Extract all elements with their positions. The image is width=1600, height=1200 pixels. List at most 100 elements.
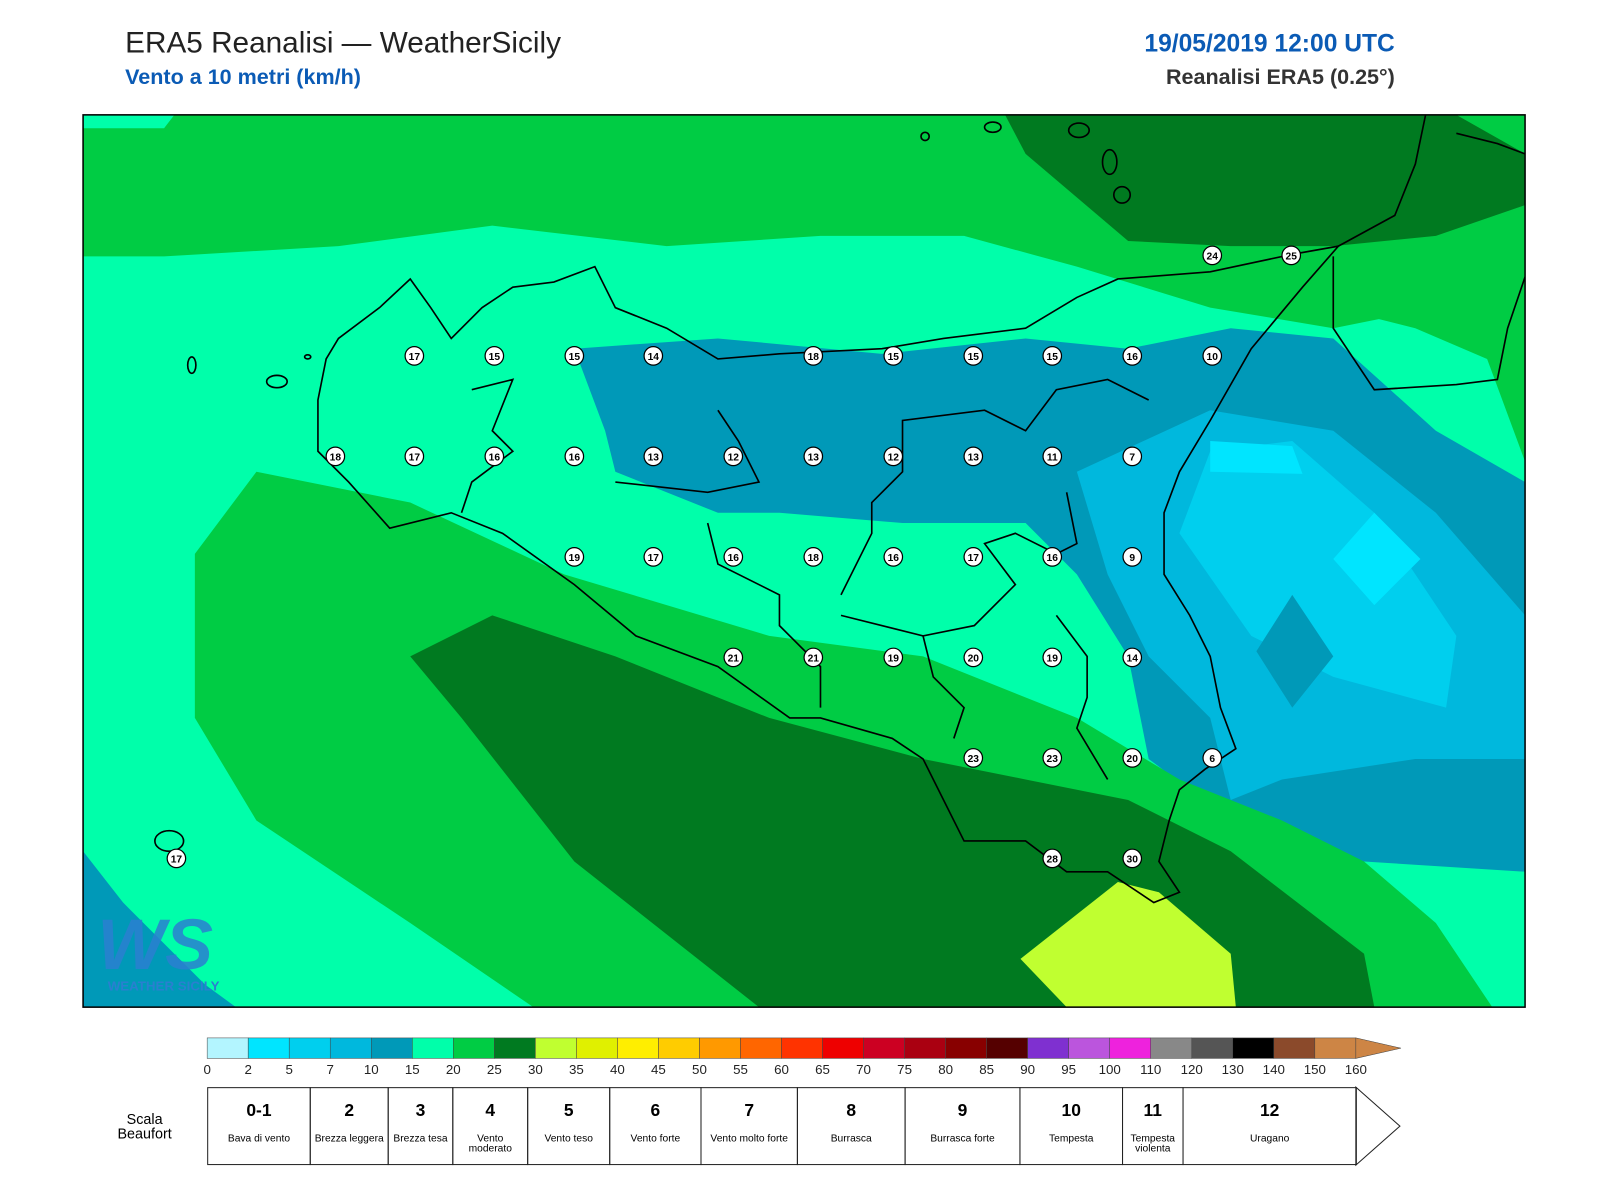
station-marker <box>1122 346 1143 366</box>
colorbar-tick-label: 55 <box>733 1062 748 1077</box>
color-swatch <box>699 1037 741 1059</box>
colorbar-tick-label: 160 <box>1345 1062 1367 1077</box>
colorbar-tick-label: 60 <box>774 1062 789 1077</box>
station-marker <box>564 346 585 366</box>
station-value: 25 <box>1286 251 1298 262</box>
station-marker <box>564 547 585 567</box>
beaufort-cell: 11 Tempesta violenta <box>1122 1087 1184 1166</box>
color-swatch <box>453 1037 495 1059</box>
beaufort-label: Vento forte <box>630 1133 681 1145</box>
station-value: 10 <box>1207 352 1219 363</box>
beaufort-force: 12 <box>1259 1100 1280 1120</box>
beaufort-cell: 2 Brezza leggera <box>309 1087 389 1166</box>
station-value: 15 <box>569 352 581 363</box>
color-swatch <box>781 1037 823 1059</box>
station-value: 18 <box>808 553 820 564</box>
station-value: 17 <box>171 855 183 866</box>
logo: WS WEATHER SICILY <box>97 905 219 994</box>
beaufort-force: 8 <box>846 1100 857 1120</box>
colorbar-tick-label: 65 <box>815 1062 830 1077</box>
beaufort-label: Uragano <box>1250 1133 1290 1145</box>
beaufort-label: Brezza leggera <box>314 1133 384 1145</box>
wind-zone <box>1210 441 1303 474</box>
colorbar-tick-label: 25 <box>487 1062 502 1077</box>
station-value: 9 <box>1129 553 1135 564</box>
station-value: 15 <box>489 352 501 363</box>
station-marker <box>1042 346 1063 366</box>
station-value: 19 <box>888 654 900 665</box>
station-marker <box>883 446 904 467</box>
station-marker <box>643 547 664 567</box>
station-marker <box>1202 245 1223 266</box>
beaufort-force: 7 <box>744 1100 755 1120</box>
station-value: 15 <box>888 352 900 363</box>
station-value: 12 <box>888 452 900 463</box>
wind-zone <box>1333 246 1526 462</box>
station-marker <box>1042 547 1063 567</box>
station-marker <box>404 346 425 366</box>
station-marker <box>963 647 984 668</box>
colorbar-tick-label: 35 <box>569 1062 584 1077</box>
station-value: 19 <box>1047 654 1059 665</box>
colorbar-tick-label: 7 <box>327 1062 334 1077</box>
station-marker <box>1281 245 1302 266</box>
colorbar-tick-label: 20 <box>446 1062 461 1077</box>
station-marker <box>1202 346 1223 366</box>
station-marker <box>1042 848 1063 869</box>
colorbar-tick-label: 110 <box>1140 1062 1161 1077</box>
colorbar-tick-label: 5 <box>286 1062 293 1077</box>
station-marker <box>723 547 744 567</box>
station-marker <box>963 346 984 366</box>
color-swatch <box>535 1037 577 1059</box>
beaufort-cell: 3 Brezza tesa <box>387 1087 454 1166</box>
station-value: 23 <box>1047 754 1059 765</box>
beaufort-cell: 9 Burrasca forte <box>904 1087 1021 1166</box>
color-swatch <box>576 1037 618 1059</box>
beaufort-label: Burrasca forte <box>930 1133 995 1145</box>
colorbar-tick-label: 30 <box>528 1062 543 1077</box>
station-marker <box>723 446 744 467</box>
beaufort-label: Burrasca <box>830 1133 872 1145</box>
wind-zone <box>1020 882 1236 1008</box>
logo-mark: WS <box>97 905 213 985</box>
station-value: 20 <box>968 654 980 665</box>
colorbar-tick-label: 100 <box>1099 1062 1121 1077</box>
colorbar-tick-label: 2 <box>244 1062 251 1077</box>
colorbar-tick-label: 130 <box>1222 1062 1244 1077</box>
station-value: 21 <box>808 654 820 665</box>
beaufort-label: Vento molto forte <box>710 1133 788 1145</box>
colorbar-tick-label: 140 <box>1263 1062 1285 1077</box>
subtitle: Vento a 10 metri (km/h) <box>125 65 361 90</box>
beaufort-label: Tempesta violenta <box>1130 1133 1176 1155</box>
station-marker <box>1122 748 1143 768</box>
station-value: 20 <box>1127 754 1139 765</box>
map-frame <box>82 114 1526 1008</box>
logo-text: WEATHER SICILY <box>108 979 220 994</box>
wind-zone <box>1364 861 1526 1008</box>
station-value: 17 <box>409 452 421 463</box>
station-value: 21 <box>728 654 740 665</box>
beaufort-label: Vento moderato <box>468 1133 512 1155</box>
beaufort-label: Tempesta <box>1048 1133 1094 1145</box>
color-swatch <box>1027 1037 1069 1059</box>
color-swatch <box>617 1037 659 1059</box>
beaufort-cell: 5 Vento teso <box>527 1087 611 1166</box>
station-marker <box>803 346 824 366</box>
color-swatch <box>986 1037 1028 1059</box>
date: 19/05/2019 12:00 UTC <box>1144 29 1395 58</box>
color-swatch <box>494 1037 536 1059</box>
colorbar-tick-label: 40 <box>610 1062 625 1077</box>
station-value: 12 <box>728 452 740 463</box>
station-value: 14 <box>648 352 660 363</box>
station-marker <box>883 647 904 668</box>
beaufort-cell: 10 Tempesta <box>1019 1087 1124 1166</box>
color-swatch <box>1232 1037 1275 1059</box>
station-marker <box>723 647 744 668</box>
station-marker <box>1122 848 1143 869</box>
station-value: 14 <box>1127 654 1139 665</box>
station-marker <box>1042 647 1063 668</box>
beaufort-arrow <box>1355 1085 1401 1167</box>
station-marker <box>883 547 904 567</box>
color-swatch <box>1068 1037 1110 1059</box>
